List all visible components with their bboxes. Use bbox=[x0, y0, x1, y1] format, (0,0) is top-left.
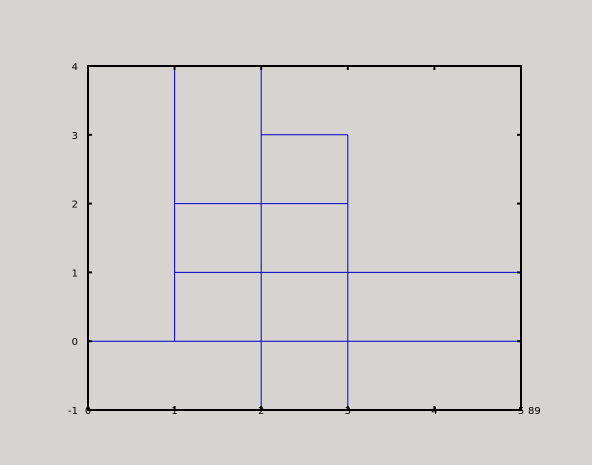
plot-frame bbox=[87, 65, 522, 411]
plot-lines bbox=[88, 66, 521, 410]
y-tick-label-3: 3 bbox=[72, 131, 78, 142]
x-tick-label-1: 1 bbox=[171, 406, 177, 417]
y-tick-label-1: 1 bbox=[72, 268, 78, 279]
x-tick-label-0: 0 bbox=[85, 406, 91, 417]
x-tick-label-4: 4 bbox=[431, 406, 437, 417]
axis-ticks bbox=[87, 65, 522, 411]
x-tick-label-3: 3 bbox=[345, 406, 351, 417]
x-tick-label-5: 5 bbox=[518, 406, 524, 417]
y-tick-label-4: 4 bbox=[72, 62, 78, 73]
y-tick-label-0: 0 bbox=[72, 337, 78, 348]
corner-label: 89 bbox=[528, 406, 541, 417]
axis-tick-labels: 0 1 2 3 4 5 -1 0 1 2 3 4 bbox=[68, 62, 524, 417]
x-tick-label-2: 2 bbox=[258, 406, 264, 417]
y-tick-label-2: 2 bbox=[72, 200, 78, 211]
y-tick-label--1: -1 bbox=[68, 406, 78, 417]
